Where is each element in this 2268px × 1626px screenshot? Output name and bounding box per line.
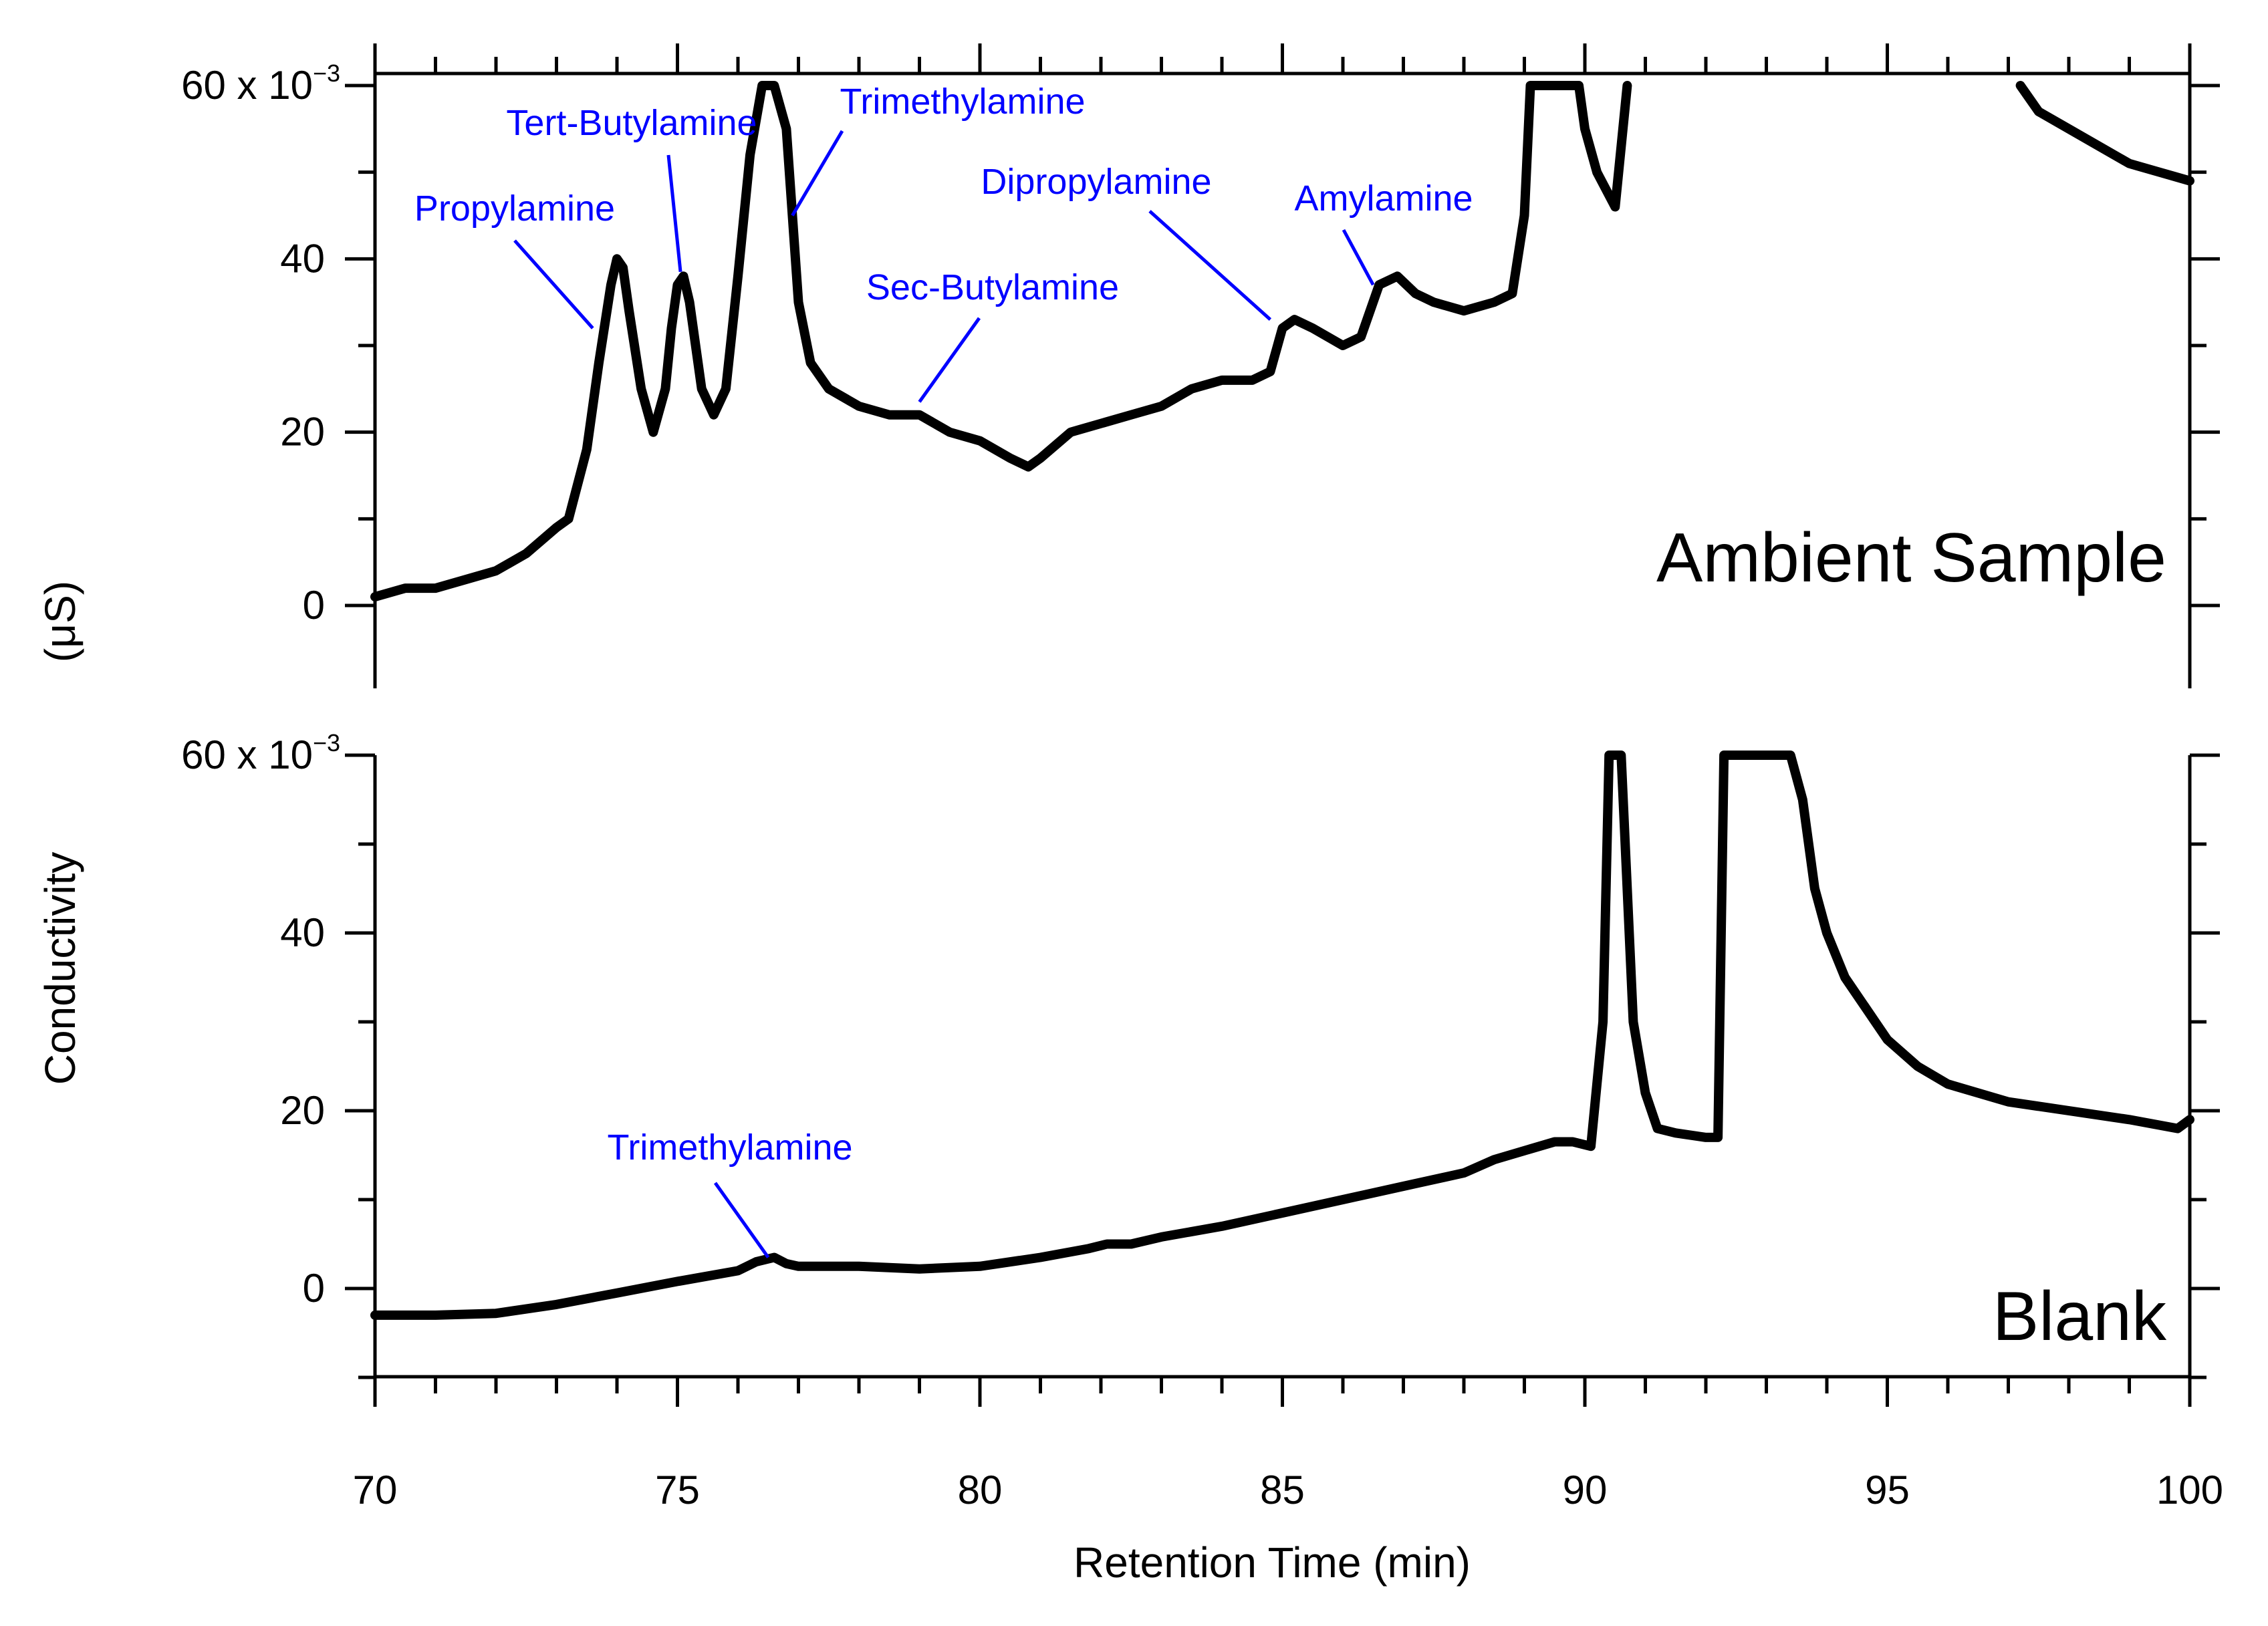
x-tick-label: 95	[1865, 1468, 1910, 1512]
x-tick-label: 100	[2156, 1468, 2223, 1512]
y-tick-label: 20	[280, 1088, 325, 1133]
annotation-leader	[713, 1182, 770, 1258]
panel-label: Blank	[1993, 1278, 2167, 1355]
annotation-label: Trimethylamine	[607, 1127, 852, 1168]
x-tick-label: 90	[1563, 1468, 1608, 1512]
y-axis-title-line2: (μS)	[36, 581, 84, 662]
series-line-segment	[370, 81, 1632, 601]
panel-blank: 0 20 40 60 x 10−3 Blank Trimethylamine	[181, 729, 2220, 1407]
y-top-tick-label: 60 x 10−3	[181, 729, 340, 777]
annotation-leader	[1148, 210, 1272, 321]
y-top-tick-label: 60 x 10−3	[181, 59, 340, 108]
y-axis-title: Conductivity (μS)	[36, 581, 84, 1085]
x-tick-label: 80	[958, 1468, 1003, 1512]
annotation-label: Propylamine	[414, 188, 615, 229]
x-tick-label: 75	[655, 1468, 700, 1512]
x-axis-title: Retention Time (min)	[1074, 1538, 1471, 1587]
y-tick-label: 0	[303, 583, 325, 628]
x-tick-label: 70	[353, 1468, 398, 1512]
annotation-leader	[666, 154, 682, 273]
annotation-leader	[918, 317, 981, 403]
y-tick-label: 40	[280, 236, 325, 281]
annotation-leader	[1342, 229, 1375, 286]
panel-label: Ambient Sample	[1656, 519, 2166, 597]
annotation-label: Sec-Butylamine	[866, 267, 1119, 307]
y-axis-title-line1: Conductivity	[36, 852, 84, 1085]
annotation-label: Amylamine	[1294, 178, 1473, 219]
y-tick-label: 20	[280, 410, 325, 454]
annotation-label: Dipropylamine	[981, 162, 1211, 202]
series-line-segment	[370, 751, 2194, 1320]
annotation-label: Tert-Butylamine	[506, 103, 757, 143]
panel-ambient-sample: 0 20 40 60 x 10−3 Ambient Sample Propylamine T…	[181, 43, 2220, 688]
series-line-segment	[2015, 81, 2194, 186]
y-tick-label: 0	[303, 1266, 325, 1311]
annotation-leader	[791, 130, 844, 217]
x-axis-ticks: 70 75 80 85 90 95 100	[353, 1468, 2223, 1512]
annotation-leader	[513, 239, 594, 329]
x-tick-label: 85	[1260, 1468, 1305, 1512]
y-tick-label: 40	[280, 910, 325, 955]
annotation-label: Trimethylamine	[840, 82, 1085, 122]
